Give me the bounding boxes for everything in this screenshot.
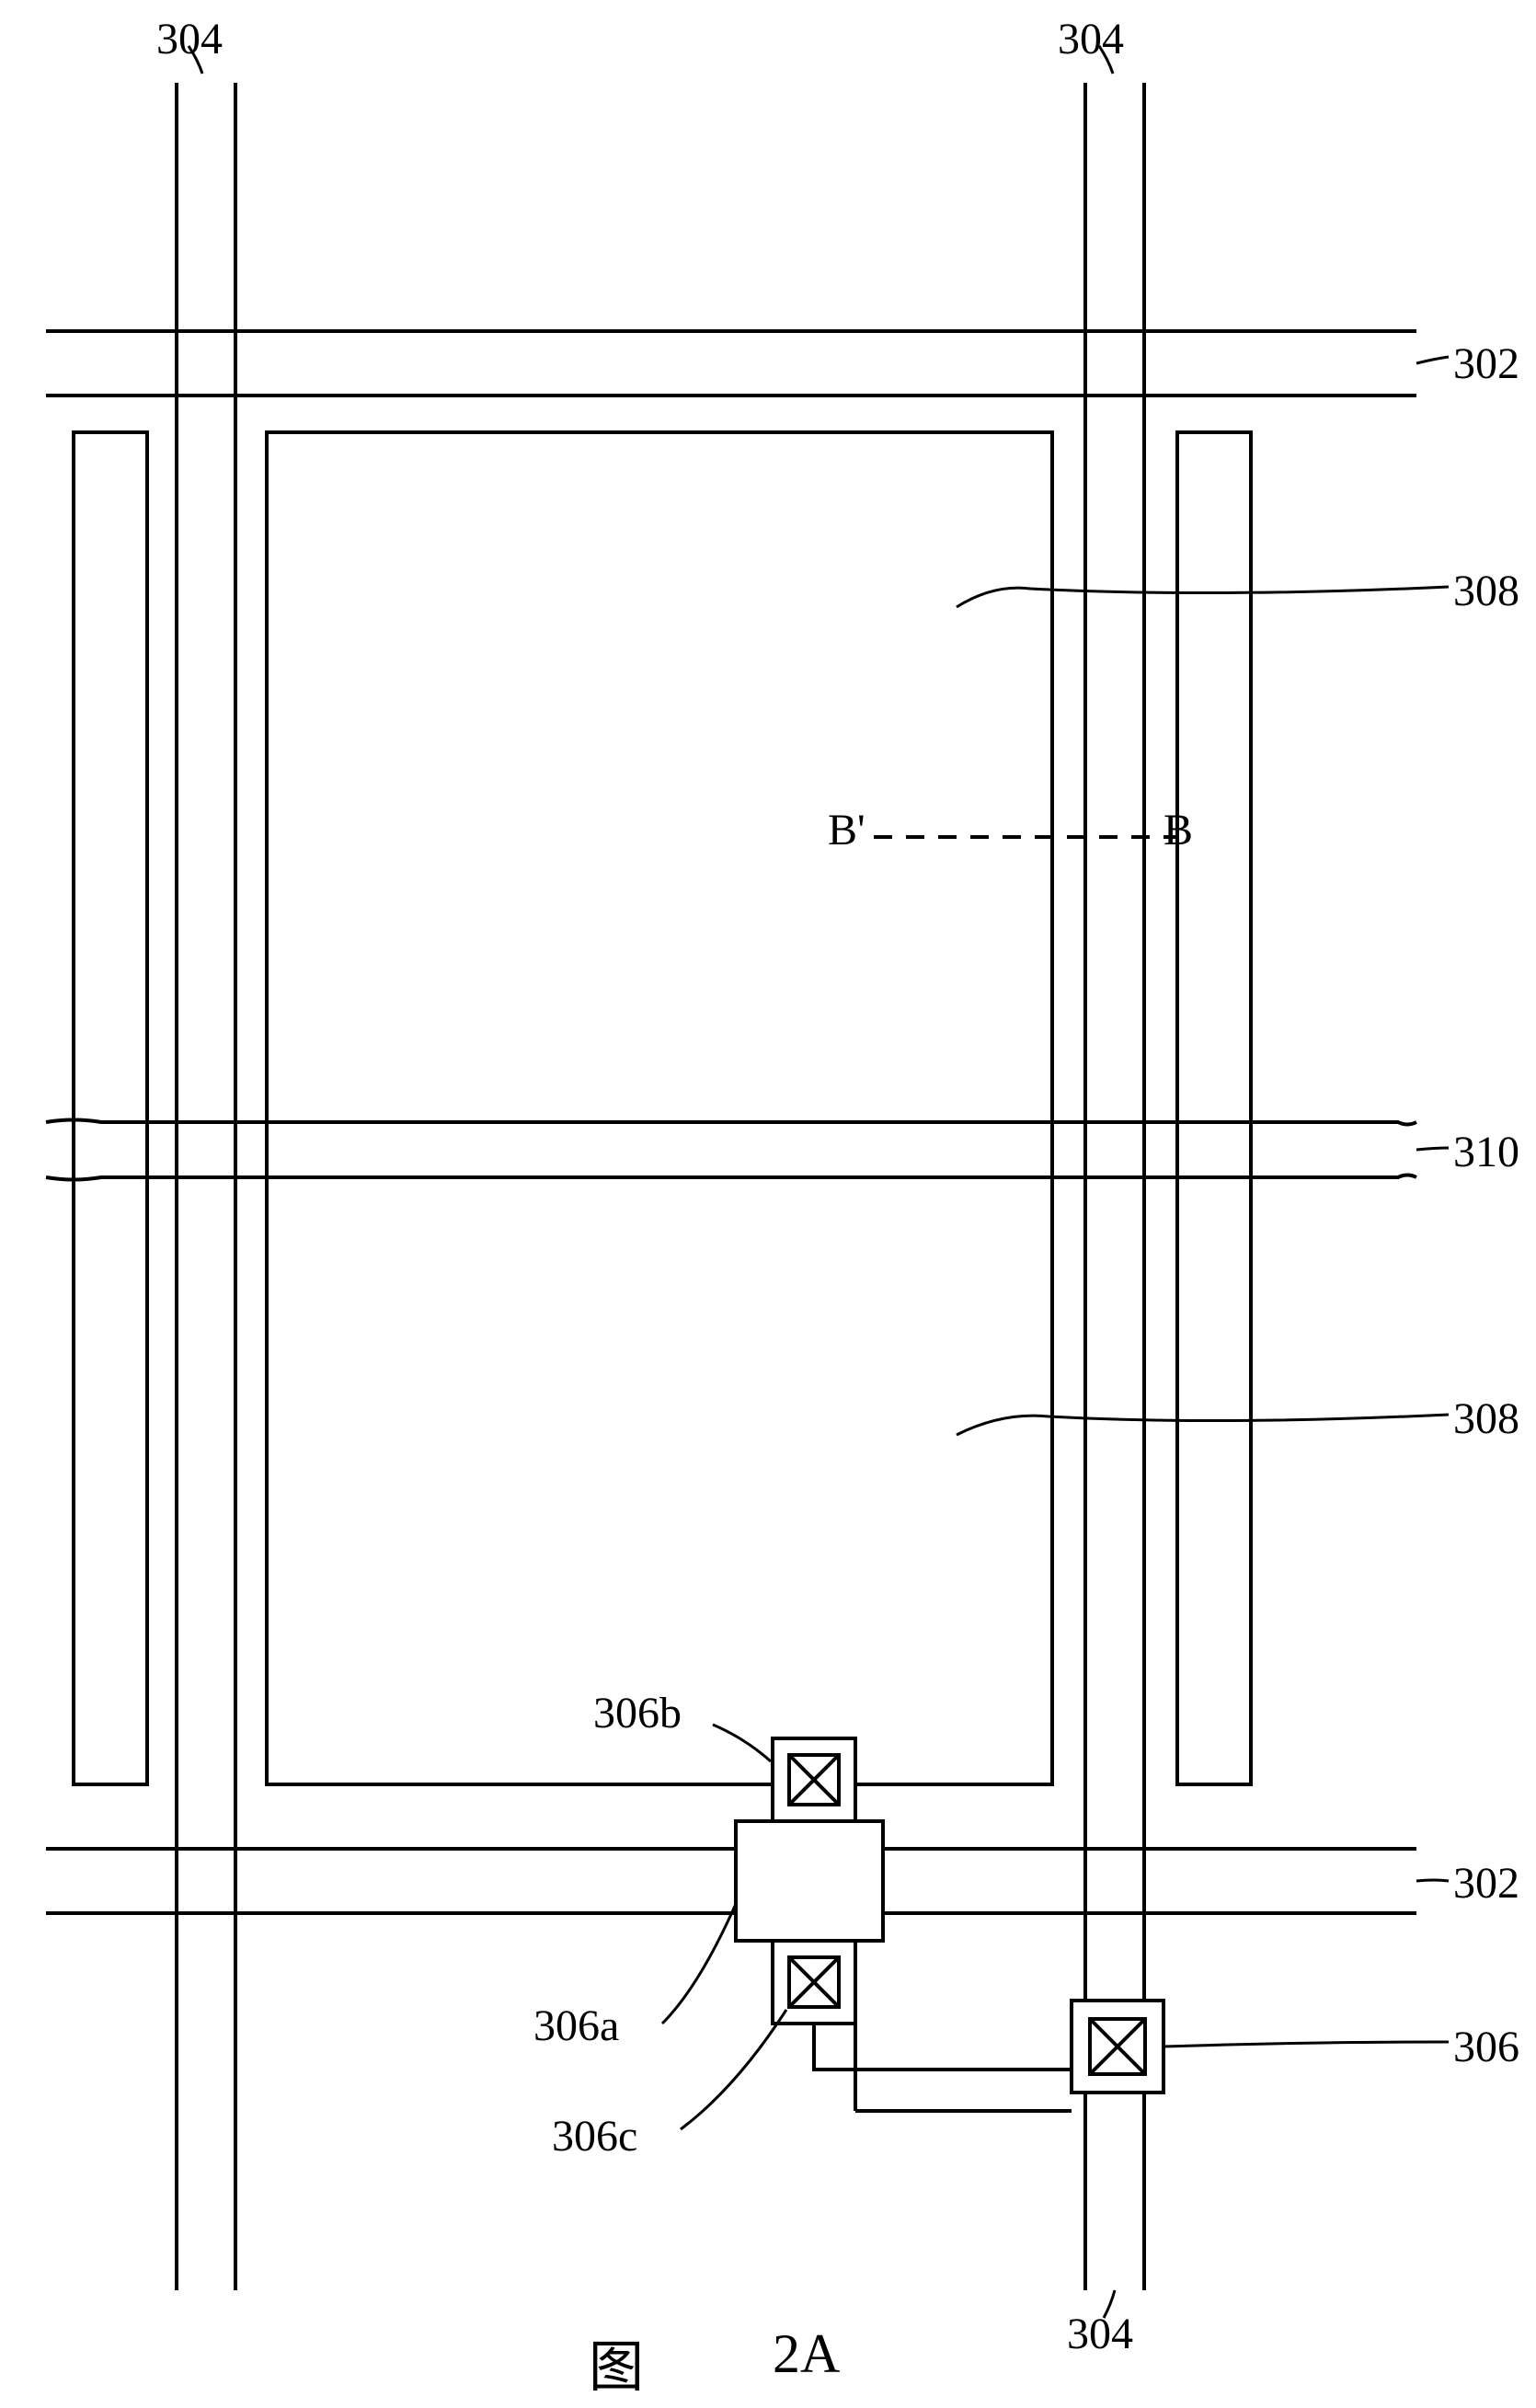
- figure-caption-num: 2A: [773, 2322, 840, 2386]
- label-304-tl: 304: [156, 14, 223, 64]
- section-b: B: [1163, 805, 1193, 855]
- label-302-bot: 302: [1453, 1858, 1519, 1909]
- label-310: 310: [1453, 1127, 1519, 1177]
- label-304-tr: 304: [1058, 14, 1124, 64]
- label-306b: 306b: [593, 1688, 682, 1738]
- label-308-bot: 308: [1453, 1393, 1519, 1444]
- diagram-container: 304 304 302 308 310 308 302 306 306b 306…: [18, 18, 1536, 2390]
- label-308-top: 308: [1453, 566, 1519, 616]
- section-b-prime: B': [828, 805, 865, 855]
- label-306c: 306c: [552, 2111, 637, 2161]
- label-304-bot: 304: [1067, 2309, 1133, 2359]
- label-306a: 306a: [533, 2001, 619, 2051]
- label-302-top: 302: [1453, 338, 1519, 389]
- label-306: 306: [1453, 2022, 1519, 2072]
- figure-caption-cn: 图: [589, 2322, 644, 2402]
- schematic-svg: [18, 18, 1536, 2390]
